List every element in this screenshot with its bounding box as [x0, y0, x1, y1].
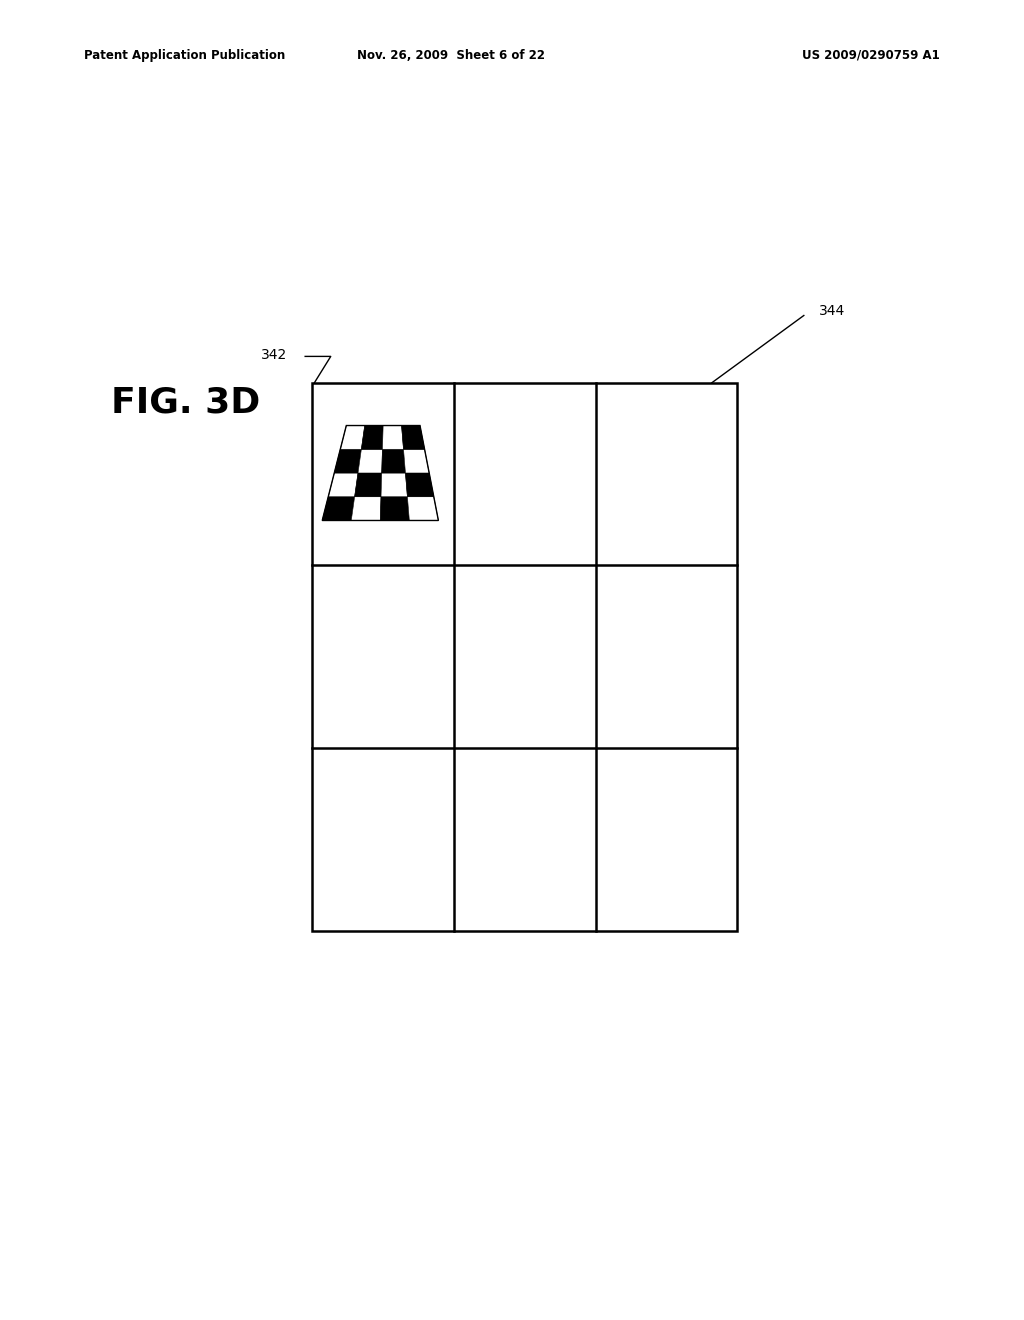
Polygon shape [358, 449, 382, 473]
Polygon shape [382, 425, 403, 449]
Polygon shape [382, 449, 406, 473]
Polygon shape [408, 496, 438, 520]
Text: FIG. 3D: FIG. 3D [111, 385, 260, 420]
Polygon shape [334, 449, 361, 473]
Bar [312, 383, 737, 931]
Text: Nov. 26, 2009  Sheet 6 of 22: Nov. 26, 2009 Sheet 6 of 22 [356, 49, 545, 62]
Polygon shape [401, 425, 425, 449]
Text: US 2009/0290759 A1: US 2009/0290759 A1 [802, 49, 940, 62]
Polygon shape [381, 473, 408, 496]
Polygon shape [329, 473, 358, 496]
Text: 342: 342 [261, 347, 288, 362]
Polygon shape [406, 473, 434, 496]
Polygon shape [354, 473, 382, 496]
Text: 344: 344 [819, 304, 846, 318]
Polygon shape [323, 496, 354, 520]
Polygon shape [403, 449, 429, 473]
Polygon shape [380, 496, 410, 520]
Text: Patent Application Publication: Patent Application Publication [84, 49, 286, 62]
Polygon shape [340, 425, 365, 449]
Polygon shape [361, 425, 383, 449]
Polygon shape [351, 496, 381, 520]
